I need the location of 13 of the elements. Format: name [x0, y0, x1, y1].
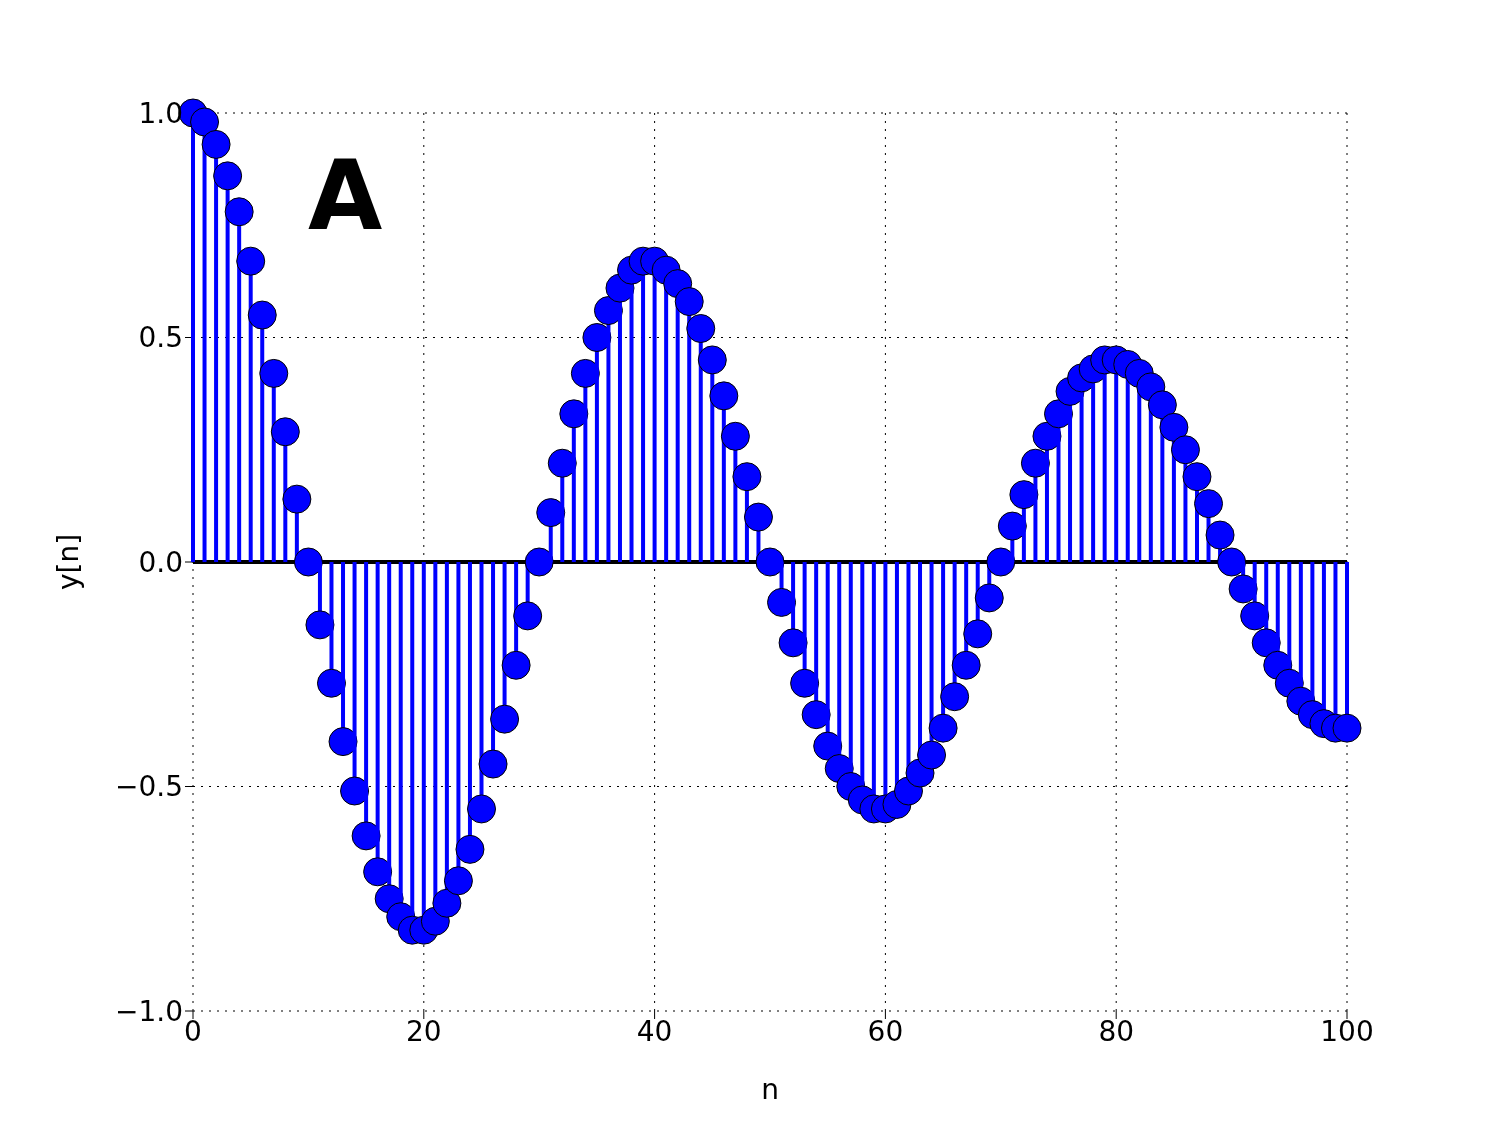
- y-axis-title: y[n]: [51, 533, 85, 591]
- x-tick-label: 40: [636, 1014, 673, 1048]
- x-tick-label: 60: [867, 1014, 904, 1048]
- x-tick-label: 80: [1098, 1014, 1135, 1048]
- annotation: A: [308, 140, 383, 252]
- x-tick-label: 100: [1320, 1014, 1374, 1048]
- x-tick-label: 20: [405, 1014, 442, 1048]
- y-tick-label: −0.5: [115, 770, 183, 804]
- y-tick-label: 0.5: [138, 321, 183, 355]
- y-tick-label: 0.0: [138, 545, 183, 579]
- x-tick-label: 0: [184, 1014, 202, 1048]
- y-tick-label: −1.0: [115, 994, 183, 1028]
- x-axis-title: n: [761, 1073, 779, 1106]
